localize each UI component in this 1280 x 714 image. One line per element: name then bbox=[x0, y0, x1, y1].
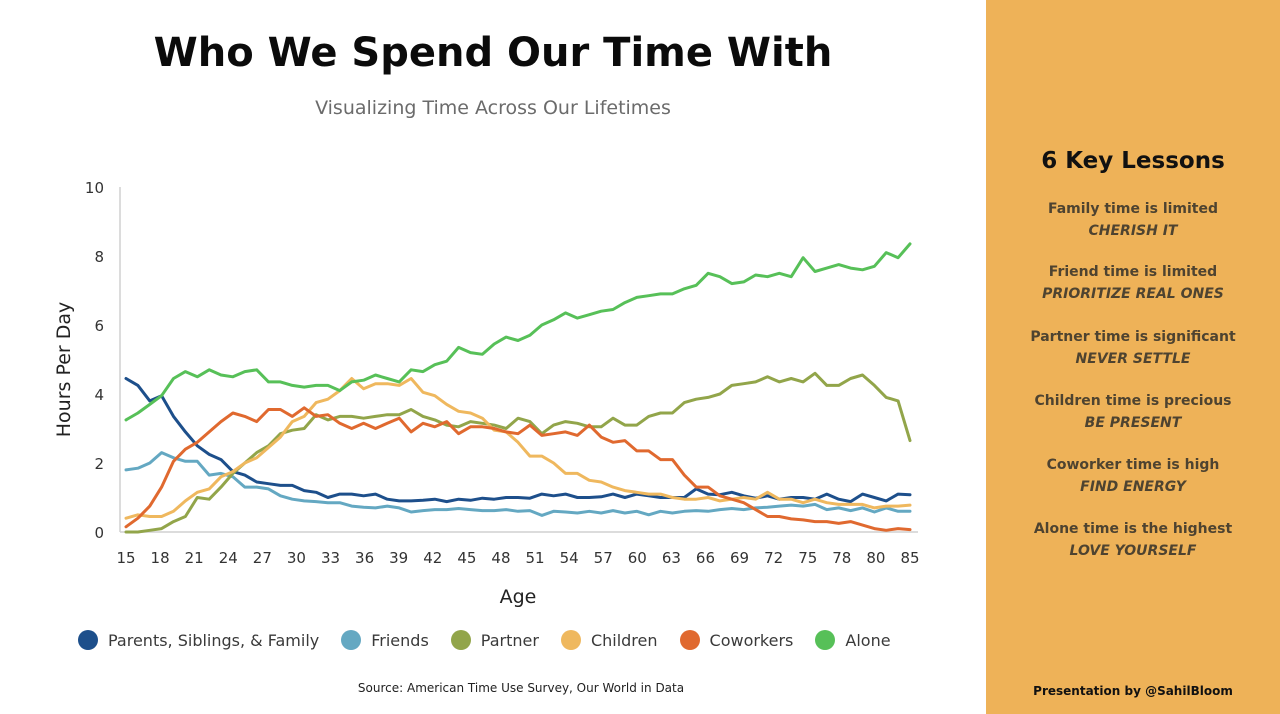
legend-swatch bbox=[560, 630, 581, 650]
series-line-parents-siblings-family bbox=[124, 377, 912, 504]
lesson-item: Family time is limited CHERISH IT bbox=[986, 198, 1280, 242]
lesson-action: CHERISH IT bbox=[1088, 223, 1178, 239]
lesson-action: FIND ENERGY bbox=[1080, 479, 1186, 495]
lesson-action: NEVER SETTLE bbox=[1075, 351, 1191, 367]
x-tick-label: 60 bbox=[628, 549, 647, 567]
y-tick-label: 6 bbox=[94, 317, 104, 335]
lessons-sidebar: 6 Key Lessons Family time is limited CHE… bbox=[986, 0, 1280, 714]
lesson-heading: Friend time is limited bbox=[1048, 264, 1218, 280]
x-tick-label: 45 bbox=[457, 549, 476, 567]
series-line-children bbox=[124, 377, 912, 520]
x-tick-label: 18 bbox=[151, 549, 170, 567]
chart-panel: Who We Spend Our Time With Visualizing T… bbox=[53, 30, 920, 695]
y-tick-label: 2 bbox=[94, 455, 104, 473]
legend-item: Coworkers bbox=[679, 630, 794, 650]
lessons-title: 6 Key Lessons bbox=[1041, 148, 1225, 174]
x-tick-label: 48 bbox=[491, 549, 510, 567]
legend-swatch bbox=[78, 630, 98, 650]
lesson-action: LOVE YOURSELF bbox=[1069, 543, 1197, 559]
x-tick-label: 66 bbox=[696, 549, 715, 567]
lesson-heading: Children time is precious bbox=[1034, 393, 1232, 409]
legend-swatch bbox=[815, 630, 836, 650]
x-tick-label: 63 bbox=[662, 549, 681, 567]
x-tick-label: 33 bbox=[321, 549, 340, 567]
x-tick-label: 27 bbox=[253, 549, 272, 567]
x-tick-label: 69 bbox=[730, 549, 749, 567]
series-line-friends bbox=[124, 451, 912, 517]
legend-item: Children bbox=[560, 630, 658, 650]
source-note: Source: American Time Use Survey, Our Wo… bbox=[357, 681, 685, 695]
legend-label: Parents, Siblings, & Family bbox=[108, 630, 320, 650]
x-tick-label: 21 bbox=[185, 549, 204, 567]
x-tick-label: 39 bbox=[389, 549, 408, 567]
y-tick-label: 4 bbox=[94, 386, 104, 404]
y-tick-label: 8 bbox=[94, 248, 104, 266]
lesson-action: BE PRESENT bbox=[1084, 415, 1182, 431]
lesson-heading: Family time is limited bbox=[1047, 201, 1219, 217]
lesson-action: PRIORITIZE REAL ONES bbox=[1042, 286, 1224, 302]
lesson-item: Coworker time is high FIND ENERGY bbox=[986, 454, 1280, 498]
legend-label: Children bbox=[590, 630, 658, 650]
legend-swatch bbox=[341, 630, 362, 650]
x-axis-title: Age bbox=[500, 586, 537, 608]
x-tick-label: 72 bbox=[764, 549, 783, 567]
legend-item: Partner bbox=[450, 630, 539, 650]
series-line-partner bbox=[124, 371, 912, 534]
series-line-alone bbox=[124, 242, 912, 422]
y-tick-label: 10 bbox=[85, 179, 104, 197]
lesson-item: Children time is precious BE PRESENT bbox=[986, 390, 1280, 434]
y-tick-label: 0 bbox=[94, 524, 104, 542]
x-tick-label: 15 bbox=[116, 549, 135, 567]
x-tick-label: 30 bbox=[287, 549, 306, 567]
x-tick-label: 78 bbox=[832, 549, 851, 567]
y-axis-title: Hours Per Day bbox=[53, 302, 75, 438]
lesson-heading: Partner time is significant bbox=[1030, 329, 1236, 345]
lesson-heading: Alone time is the highest bbox=[1033, 521, 1233, 537]
legend-label: Coworkers bbox=[709, 630, 794, 650]
x-tick-label: 75 bbox=[798, 549, 817, 567]
legend-label: Alone bbox=[845, 630, 891, 650]
legend-label: Partner bbox=[480, 630, 539, 650]
legend-item: Parents, Siblings, & Family bbox=[78, 630, 319, 650]
x-tick-label: 57 bbox=[594, 549, 613, 567]
lesson-item: Partner time is significant NEVER SETTLE bbox=[986, 326, 1280, 370]
page-title: Who We Spend Our Time With bbox=[153, 30, 833, 76]
legend-swatch bbox=[450, 630, 471, 650]
x-tick-label: 42 bbox=[423, 549, 442, 567]
x-tick-label: 85 bbox=[900, 549, 919, 567]
x-tick-label: 51 bbox=[525, 549, 544, 567]
presentation-credit: Presentation by @SahilBloom bbox=[1033, 684, 1233, 698]
legend-label: Friends bbox=[371, 630, 429, 650]
legend-item: Alone bbox=[815, 630, 891, 650]
x-tick-label: 36 bbox=[355, 549, 374, 567]
chart-legend: Parents, Siblings, & Family Friends Partne… bbox=[78, 630, 913, 650]
lesson-heading: Coworker time is high bbox=[1046, 457, 1220, 473]
page-subtitle: Visualizing Time Across Our Lifetimes bbox=[315, 97, 671, 119]
x-tick-label: 54 bbox=[560, 549, 579, 567]
x-tick-label: 80 bbox=[866, 549, 885, 567]
series-line-coworkers bbox=[124, 406, 912, 532]
lesson-item: Alone time is the highest LOVE YOURSELF bbox=[986, 518, 1280, 562]
x-tick-label: 24 bbox=[219, 549, 238, 567]
legend-item: Friends bbox=[341, 630, 429, 650]
legend-swatch bbox=[679, 630, 700, 650]
lesson-item: Friend time is limited PRIORITIZE REAL O… bbox=[986, 261, 1280, 305]
